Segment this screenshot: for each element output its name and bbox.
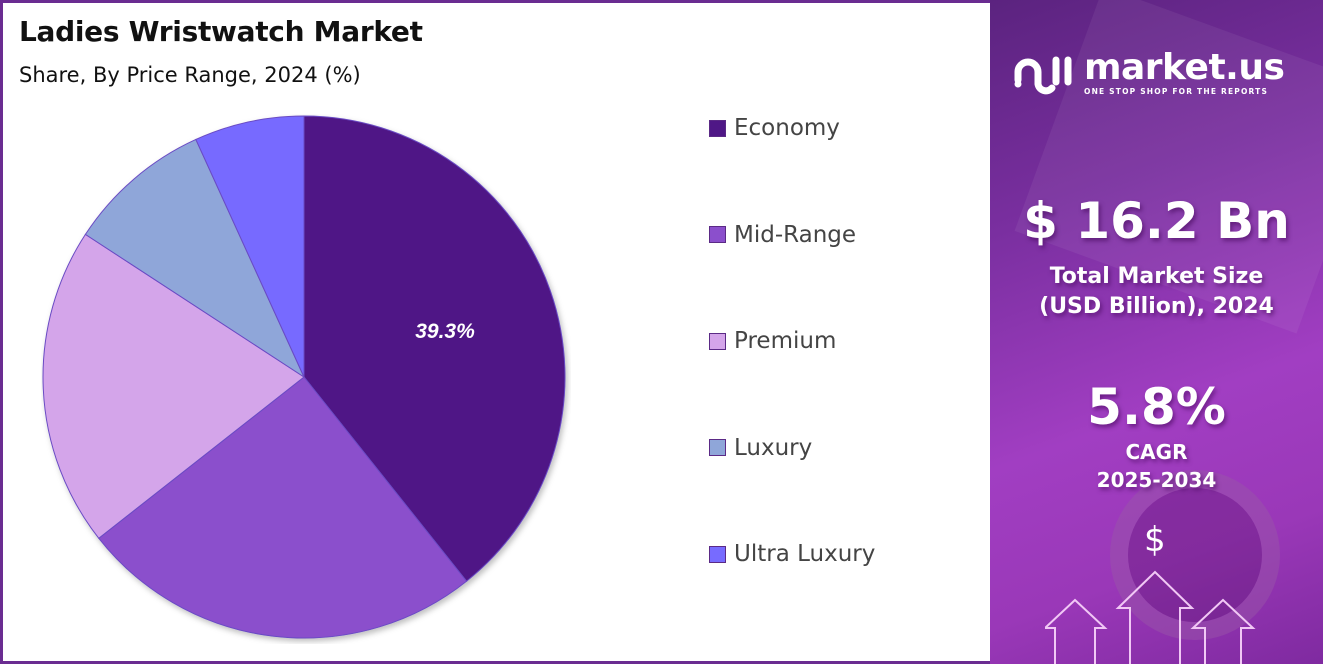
legend-item-luxury: Luxury (709, 433, 875, 463)
legend-item-mid-range: Mid-Range (709, 220, 875, 250)
legend-swatch (709, 119, 726, 137)
legend: Economy Mid-Range Premium Luxury Ultra L… (709, 113, 875, 646)
legend-label: Luxury (734, 434, 813, 461)
legend-swatch (709, 332, 726, 350)
legend-label: Economy (734, 115, 840, 141)
legend-label: Mid-Range (734, 221, 857, 248)
pie-chart: 39.3% (42, 115, 566, 639)
pie-slice-luxury (84, 138, 306, 379)
legend-item-ultra-luxury: Ultra Luxury (709, 539, 875, 569)
cagr-label-line1: CAGR (1125, 440, 1188, 464)
legend-item-economy: Economy (709, 113, 875, 143)
brand-logo: market.us ONE STOP SHOP FOR THE REPORTS (1012, 46, 1285, 96)
market-size-label: Total Market Size (USD Billion), 2024 (990, 262, 1323, 322)
legend-item-premium: Premium (709, 326, 875, 356)
chart-subtitle: Share, By Price Range, 2024 (%) (19, 63, 361, 87)
chart-panel: Ladies Wristwatch Market Share, By Price… (3, 3, 990, 661)
legend-swatch (709, 439, 726, 456)
pie-slice-mid-range (98, 376, 468, 639)
legend-label: Ultra Luxury (734, 541, 876, 567)
cagr-label: CAGR 2025-2034 (990, 438, 1323, 494)
background-coin-shape (1110, 470, 1280, 640)
growth-arrows-icon (1045, 570, 1256, 664)
market-us-logo-icon (1014, 56, 1072, 95)
cagr-value: 5.8% (1087, 378, 1226, 436)
pie-slice-economy (303, 115, 566, 582)
economy-share-label: 39.3% (415, 320, 475, 343)
chart-title: Ladies Wristwatch Market (19, 15, 423, 48)
legend-swatch (709, 545, 726, 563)
market-size-label-line2: (USD Billion), 2024 (1039, 294, 1274, 319)
market-size-value: $ 16.2 Bn (1023, 192, 1290, 250)
logo-tagline: ONE STOP SHOP FOR THE REPORTS (1084, 86, 1269, 96)
pie-slice-premium (42, 233, 305, 539)
pie-slice-ultra-luxury (195, 115, 305, 378)
cagr-period: 2025-2034 (1096, 468, 1217, 492)
market-size-label-line1: Total Market Size (1049, 264, 1264, 289)
summary-sidebar: market.us ONE STOP SHOP FOR THE REPORTS … (990, 0, 1323, 664)
legend-swatch (709, 226, 726, 243)
legend-label: Premium (734, 328, 837, 354)
logo-text: market.us (1084, 46, 1285, 88)
dollar-icon: $ (1144, 520, 1166, 560)
